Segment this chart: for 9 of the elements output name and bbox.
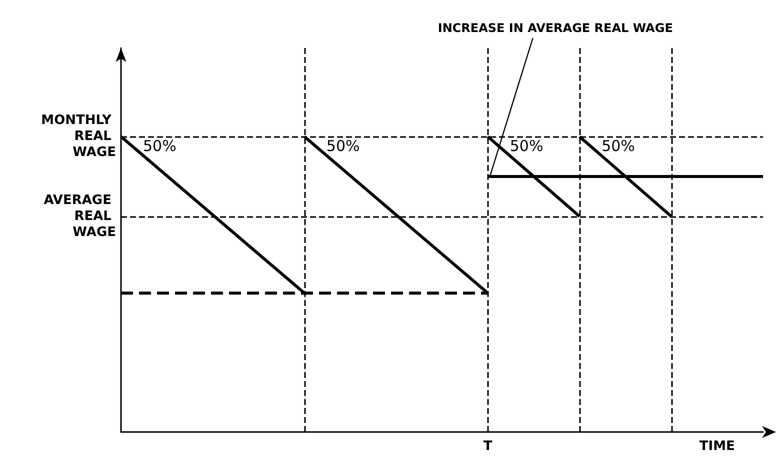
x-axis-title: TIME — [699, 439, 735, 454]
text: T — [483, 439, 492, 454]
annotation: 50% — [510, 137, 544, 156]
text: INCREASE IN AVERAGE REAL WAGE — [438, 21, 673, 35]
annotation: 50% — [602, 137, 635, 156]
annotation: 50% — [143, 137, 176, 156]
annotation: 50% — [326, 137, 360, 156]
ref-line-label: AVERAGE REAL WAGE — [44, 192, 116, 240]
ref-line-label: MONTHLY REAL WAGE — [41, 113, 116, 160]
